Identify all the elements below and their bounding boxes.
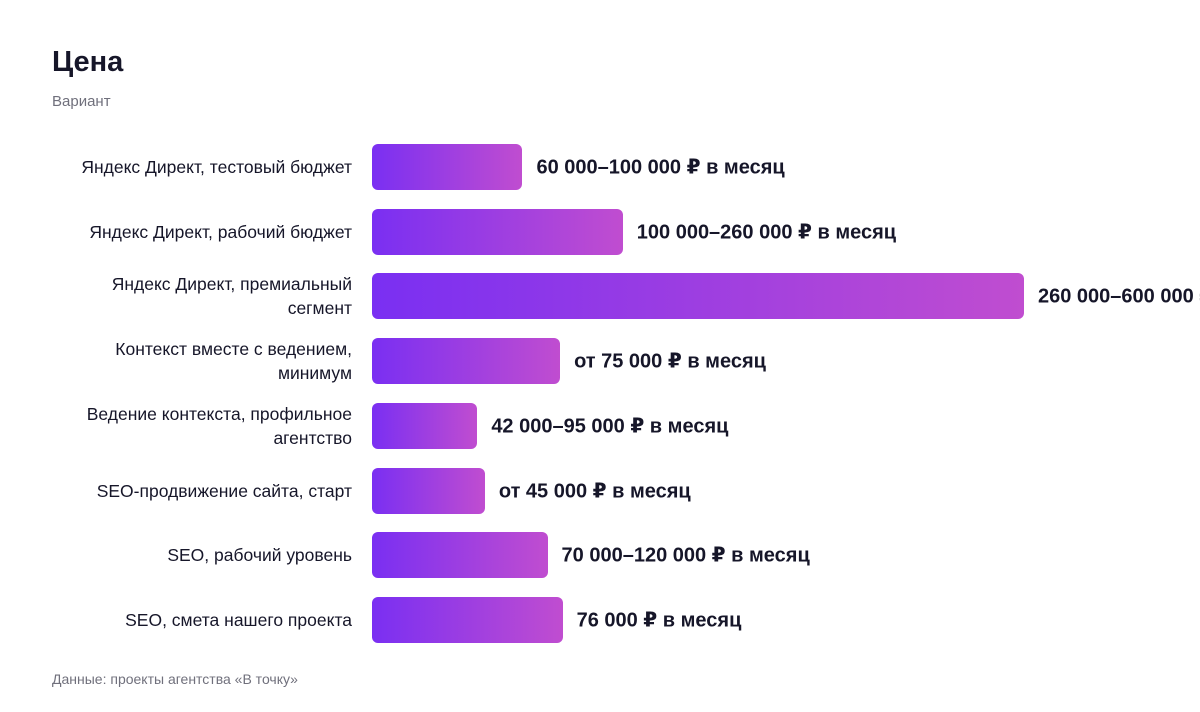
y-tick-label: Яндекс Директ, рабочий бюджет [89,221,352,242]
value-label: 70 000–120 000 ₽ в месяц [561,544,810,567]
bar [372,338,561,385]
axis-label: Вариант [52,93,111,110]
bar [372,144,523,190]
y-tick-label: Яндекс Директ, тестовый бюджет [81,157,352,177]
bar [372,596,563,643]
value-label: 260 000–600 000 ₽ в месяц [1038,285,1200,308]
value-label: 76 000 ₽ в месяц [576,609,742,632]
y-tick-label: Контекст вместе с ведением, минимум [115,339,352,384]
bar [372,402,478,449]
value-label: от 45 000 ₽ в месяц [498,480,691,502]
value-label: от 75 000 ₽ в месяц [574,350,766,373]
y-tick-label: Яндекс Директ, премиальный сегмент [111,274,352,319]
y-tick-label: Ведение контекста, профильное агентство [86,403,352,448]
source-note: Данные: проекты агентства «В точку» [52,671,298,687]
bar [372,532,548,579]
value-label: 60 000–100 000 ₽ в месяц [536,156,785,179]
bar [372,467,485,514]
chart-title: Цена [52,46,124,78]
y-tick-label: SEO, смета нашего проекта [125,609,352,630]
bar [372,273,1024,320]
value-label: 42 000–95 000 ₽ в месяц [491,415,729,438]
bar [372,208,623,255]
y-tick-label: SEO, рабочий уровень [167,545,352,566]
y-tick-label: SEO-продвижение сайта, старт [96,480,352,501]
value-label: 100 000–260 000 ₽ в месяц [636,221,897,244]
